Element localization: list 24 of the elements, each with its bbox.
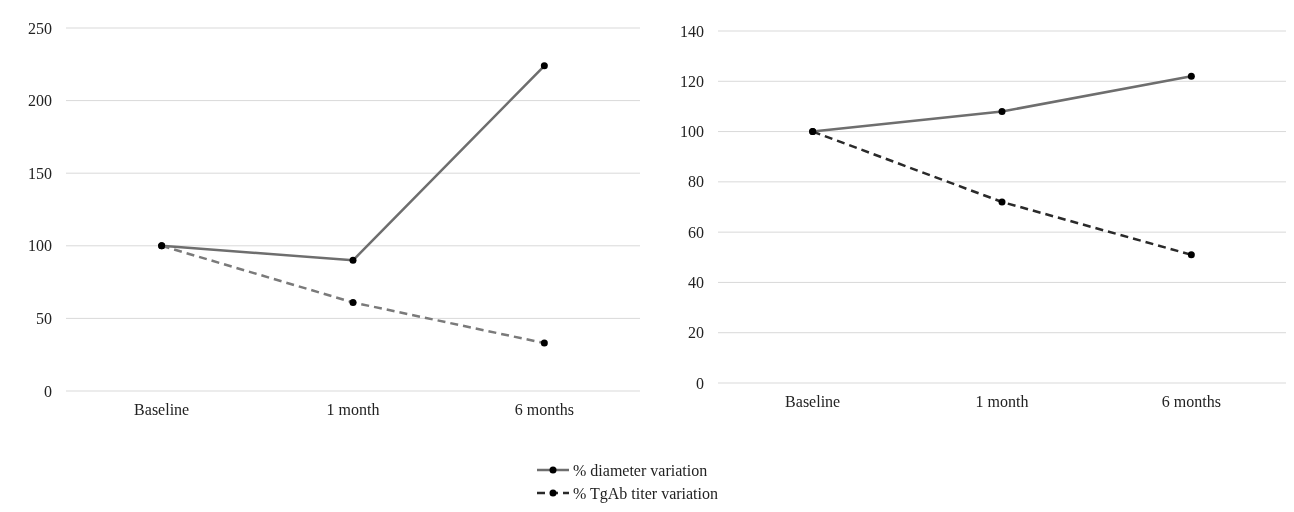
y-tick-label: 20 <box>688 324 704 342</box>
legend-label: % diameter variation <box>573 461 708 479</box>
y-tick-label: 100 <box>28 237 52 255</box>
y-tick-label: 0 <box>696 374 704 392</box>
y-tick-label: 200 <box>28 92 52 110</box>
y-tick-label: 100 <box>680 123 704 141</box>
x-tick-label: 6 months <box>514 401 574 418</box>
y-tick-label: 150 <box>28 164 52 182</box>
x-tick-label: 1 month <box>326 401 380 418</box>
x-tick-label: Baseline <box>785 393 841 410</box>
y-tick-label: 60 <box>688 223 704 241</box>
y-tick-label: 40 <box>688 274 704 292</box>
y-tick-label: 250 <box>28 19 52 37</box>
x-tick-label: Baseline <box>134 401 190 418</box>
y-tick-label: 50 <box>36 310 52 327</box>
y-tick-label: 140 <box>680 22 704 40</box>
point <box>998 198 1006 206</box>
y-tick-label: 80 <box>688 173 704 191</box>
x-tick-label: 1 month <box>975 393 1029 410</box>
legend-label: % TgAb titer variation <box>573 484 718 503</box>
x-tick-label: 6 months <box>1161 393 1221 410</box>
point <box>1187 251 1195 259</box>
y-tick-label: 120 <box>680 72 704 90</box>
y-tick-label: 0 <box>44 382 52 400</box>
